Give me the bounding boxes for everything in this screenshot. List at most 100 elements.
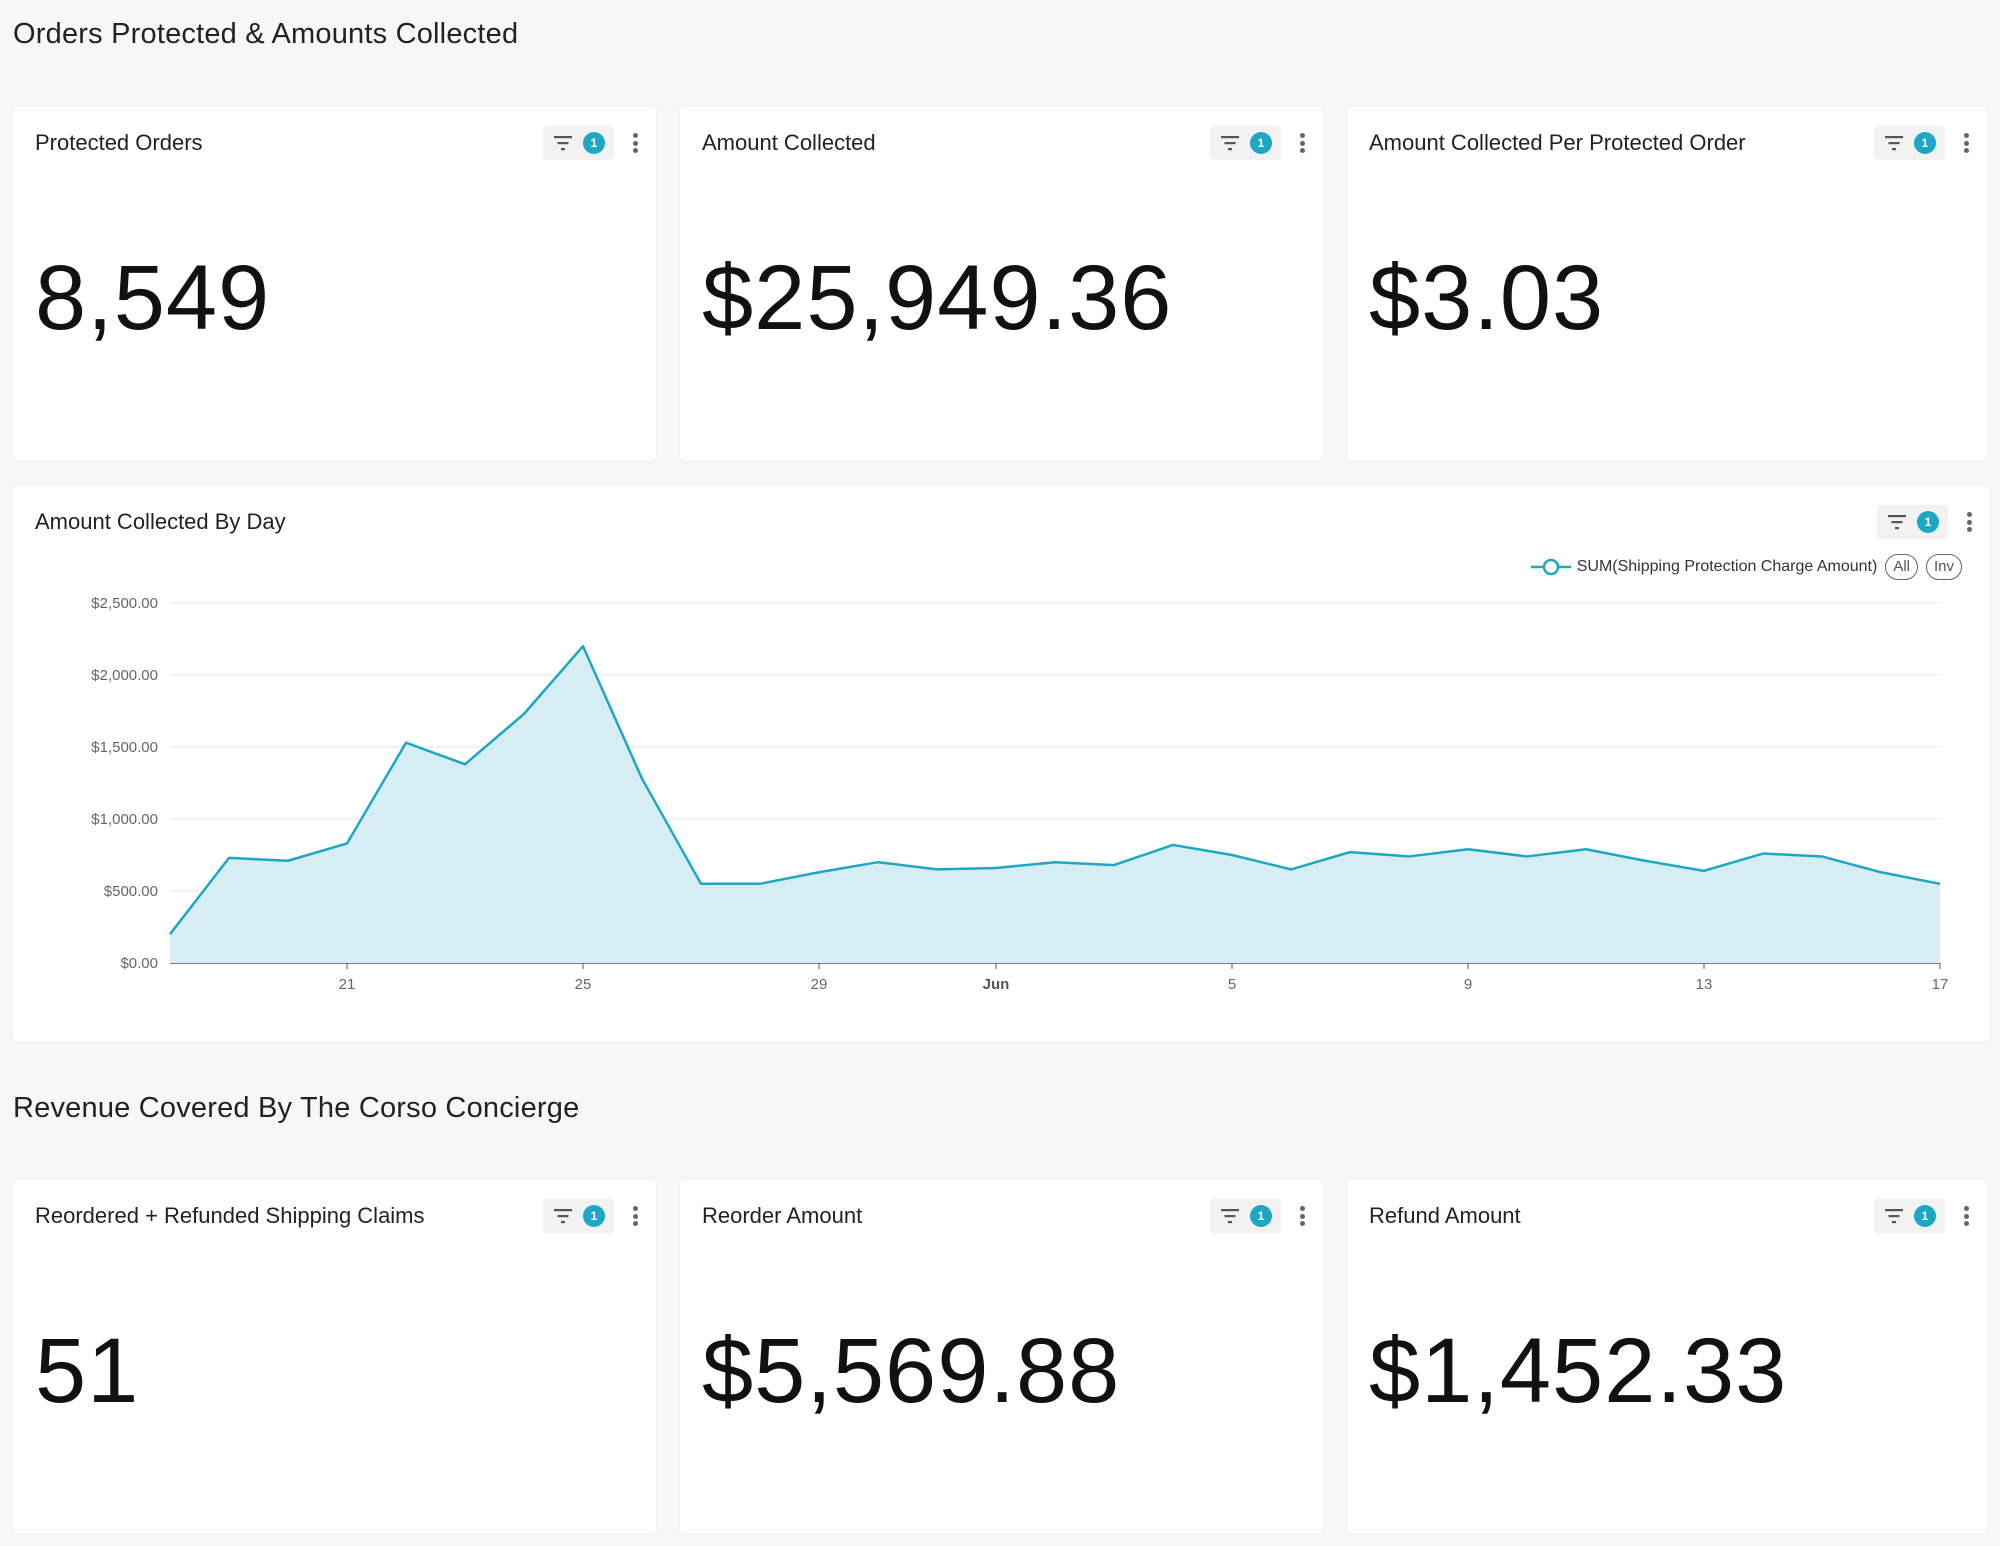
x-tick-label: 21 (339, 976, 356, 993)
chart-legend: SUM(Shipping Protection Charge Amount) A… (1530, 554, 1962, 580)
data-point (1228, 851, 1236, 859)
more-options-icon[interactable] (1963, 133, 1969, 153)
card-refund-amount: Refund Amount 1 $1,452.33 (1347, 1179, 1987, 1534)
data-point (1582, 845, 1590, 853)
data-point (1700, 867, 1708, 875)
data-point (1287, 865, 1295, 873)
filter-icon (1885, 136, 1903, 151)
data-point (1936, 880, 1944, 888)
card-title: Amount Collected By Day (35, 509, 286, 534)
filter-button[interactable]: 1 (1877, 505, 1948, 539)
data-point (815, 868, 823, 876)
card-claims: Reordered + Refunded Shipping Claims 1 5… (13, 1179, 656, 1534)
legend-invert-button[interactable]: Inv (1925, 554, 1962, 580)
data-point (1169, 841, 1177, 849)
card-title: Refund Amount (1369, 1203, 1521, 1228)
x-tick-label: 9 (1464, 976, 1472, 993)
y-tick-label: $0.00 (120, 955, 158, 972)
more-options-icon[interactable] (632, 133, 638, 153)
filter-count-badge: 1 (1250, 1205, 1272, 1227)
data-point (638, 775, 646, 783)
filter-button[interactable]: 1 (543, 126, 614, 160)
card-controls: 1 (1210, 126, 1305, 160)
card-amount-per-order: Amount Collected Per Protected Order 1 $… (1347, 106, 1987, 461)
data-point (874, 858, 882, 866)
card-reorder-amount: Reorder Amount 1 $5,569.88 (680, 1179, 1323, 1534)
data-point (756, 880, 764, 888)
filter-icon (554, 1209, 572, 1224)
legend-series-label[interactable]: SUM(Shipping Protection Charge Amount) (1576, 558, 1878, 575)
data-point (1641, 857, 1649, 865)
data-point (1759, 850, 1767, 858)
data-point (1523, 852, 1531, 860)
filter-count-badge: 1 (583, 1205, 605, 1227)
data-point (520, 710, 528, 718)
section-title-revenue: Revenue Covered By The Corso Concierge (13, 1092, 580, 1124)
data-point (1110, 861, 1118, 869)
x-tick-label: 5 (1228, 976, 1236, 993)
card-title: Amount Collected (702, 130, 876, 155)
filter-icon (1221, 136, 1239, 151)
filter-button[interactable]: 1 (543, 1199, 614, 1233)
area-chart[interactable]: $0.00 $500.00 $1,000.00 $1,500.00 $2,000.00 $… (13, 485, 1990, 1042)
data-point (1051, 858, 1059, 866)
filter-icon (1888, 515, 1906, 530)
y-tick-label: $1,500.00 (91, 739, 158, 756)
legend-all-button[interactable]: All (1885, 554, 1918, 580)
data-point (1405, 852, 1413, 860)
x-tick-label: 17 (1932, 976, 1949, 993)
data-point (225, 854, 233, 862)
filter-icon (554, 136, 572, 151)
kpi-value: 8,549 (35, 247, 271, 349)
card-amount-collected: Amount Collected 1 $25,949.36 (680, 106, 1323, 461)
filter-count-badge: 1 (1914, 132, 1936, 154)
more-options-icon[interactable] (632, 1206, 638, 1226)
data-point (343, 839, 351, 847)
data-point (697, 880, 705, 888)
filter-button[interactable]: 1 (1874, 126, 1945, 160)
filter-button[interactable]: 1 (1210, 126, 1281, 160)
more-options-icon[interactable] (1966, 512, 1972, 532)
data-point (1818, 852, 1826, 860)
data-point (402, 739, 410, 747)
data-point (166, 930, 174, 938)
series-area-fill (170, 646, 1940, 963)
y-tick-label: $500.00 (104, 883, 158, 900)
card-protected-orders: Protected Orders 1 8,549 (13, 106, 656, 461)
kpi-value: $25,949.36 (702, 247, 1173, 349)
card-controls: 1 (1877, 505, 1972, 539)
card-title: Reorder Amount (702, 1203, 863, 1228)
card-title: Protected Orders (35, 130, 203, 155)
x-tick-label: 29 (811, 976, 828, 993)
filter-count-badge: 1 (1917, 511, 1939, 533)
data-point (1346, 848, 1354, 856)
data-point (579, 642, 587, 650)
filter-icon (1885, 1209, 1903, 1224)
kpi-value: $3.03 (1369, 247, 1605, 349)
kpi-value: $5,569.88 (702, 1320, 1121, 1422)
y-tick-label: $2,000.00 (91, 667, 158, 684)
filter-button[interactable]: 1 (1874, 1199, 1945, 1233)
x-tick-label: 13 (1696, 976, 1713, 993)
card-controls: 1 (543, 126, 638, 160)
legend-line-marker-icon (1530, 558, 1571, 576)
more-options-icon[interactable] (1299, 133, 1305, 153)
data-point (284, 857, 292, 865)
series-line (169, 644, 1941, 935)
filter-icon (1221, 1209, 1239, 1224)
filter-count-badge: 1 (583, 132, 605, 154)
data-point (1877, 868, 1885, 876)
filter-button[interactable]: 1 (1210, 1199, 1281, 1233)
card-title: Reordered + Refunded Shipping Claims (35, 1203, 425, 1228)
card-amount-by-day-chart: $0.00 $500.00 $1,000.00 $1,500.00 $2,000.00 $… (13, 485, 1990, 1042)
kpi-value: $1,452.33 (1369, 1320, 1788, 1422)
card-controls: 1 (1210, 1199, 1305, 1233)
y-tick-label: $2,500.00 (91, 595, 158, 612)
card-controls: 1 (1874, 126, 1969, 160)
more-options-icon[interactable] (1299, 1206, 1305, 1226)
more-options-icon[interactable] (1963, 1206, 1969, 1226)
y-tick-label: $1,000.00 (91, 811, 158, 828)
x-tick-label: Jun (983, 976, 1010, 993)
filter-count-badge: 1 (1250, 132, 1272, 154)
kpi-value: 51 (35, 1320, 140, 1422)
